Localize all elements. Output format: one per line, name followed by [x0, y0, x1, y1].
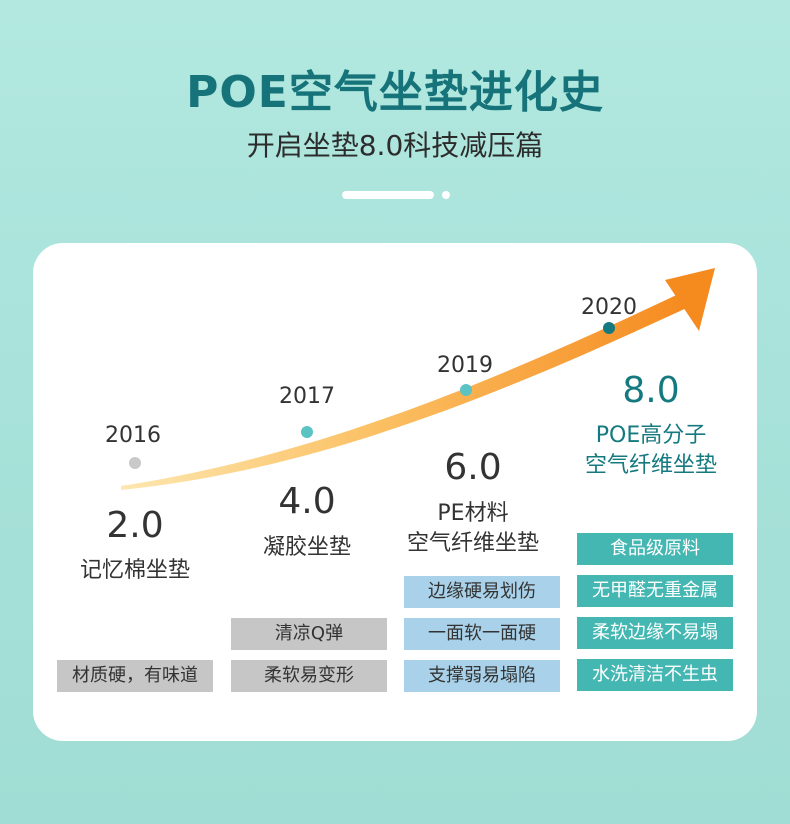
year-2019: 2019: [437, 353, 493, 378]
tag-2019-3: 支撑弱易塌陷: [404, 660, 560, 692]
tag-2020-2: 无甲醛无重金属: [577, 575, 733, 607]
timeline-card: 2016 2.0 记忆棉坐垫 材质硬，有味道 2017 4.0 凝胶坐垫 清凉Q…: [33, 243, 757, 741]
product-name-2016: 记忆棉坐垫: [79, 558, 190, 583]
year-2017: 2017: [279, 384, 335, 409]
product-name-2020-line1: POE高分子: [595, 423, 707, 448]
year-2020: 2020: [581, 295, 637, 320]
version-2016: 2.0: [106, 505, 164, 546]
timeline-dot-2019: [460, 384, 472, 396]
tag-2016-1: 材质硬，有味道: [57, 660, 213, 692]
product-name-2020-line2: 空气纤维坐垫: [584, 453, 717, 478]
timeline-dot-2020: [603, 322, 615, 334]
product-name-2019-line2: 空气纤维坐垫: [406, 531, 539, 556]
tag-2017-1: 清凉Q弹: [231, 618, 387, 650]
version-2017: 4.0: [278, 481, 336, 522]
page-subtitle: 开启坐垫8.0科技减压篇: [246, 129, 544, 162]
product-name-2019-line1: PE材料: [437, 501, 509, 526]
timeline-dot-2017: [301, 426, 313, 438]
decorative-bar: [342, 191, 434, 199]
tag-2020-4: 水洗清洁不生虫: [577, 659, 733, 691]
growth-arrow: [121, 268, 715, 490]
page-title: POE空气坐垫进化史: [186, 67, 604, 118]
tag-2019-2: 一面软一面硬: [404, 618, 560, 650]
timeline-dot-2016: [129, 457, 141, 469]
tag-2020-3: 柔软边缘不易塌: [577, 617, 733, 649]
tag-2019-1: 边缘硬易划伤: [404, 576, 560, 608]
version-2020: 8.0: [622, 370, 680, 411]
year-2016: 2016: [105, 423, 161, 448]
tag-2017-2: 柔软易变形: [231, 660, 387, 692]
decorative-dot: [442, 191, 450, 199]
arrow-head: [665, 268, 715, 331]
product-name-2017: 凝胶坐垫: [262, 535, 351, 560]
version-2019: 6.0: [444, 447, 502, 488]
tag-2020-1: 食品级原料: [577, 533, 733, 565]
